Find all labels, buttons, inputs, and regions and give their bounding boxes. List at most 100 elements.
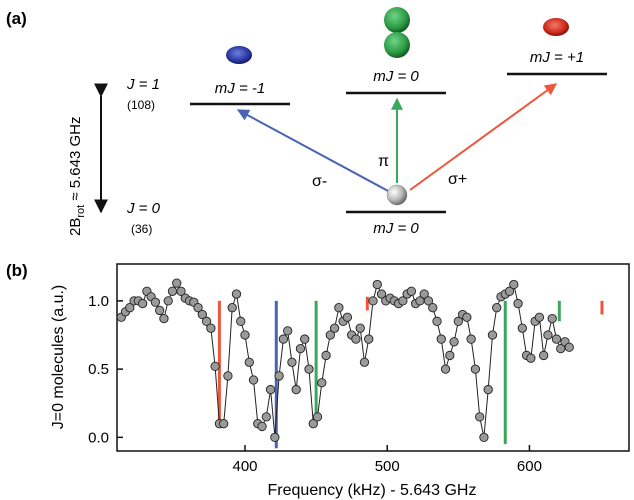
data-point (193, 303, 203, 313)
data-point (304, 364, 314, 374)
data-point (364, 334, 374, 344)
data-point (261, 412, 271, 422)
data-point (163, 296, 173, 306)
sigma-minus-arrow (236, 109, 391, 193)
j1-sublabel: (108) (127, 98, 155, 112)
data-line (120, 282, 570, 438)
data-point (355, 323, 365, 333)
data-point (197, 309, 207, 320)
data-point (466, 334, 476, 344)
data-point (509, 279, 519, 290)
data-point (428, 303, 438, 313)
data-point (504, 286, 515, 296)
x-tick-label: 600 (517, 458, 542, 475)
splitting-prefix: 2B (67, 218, 84, 236)
data-point (419, 289, 429, 299)
data-point (325, 330, 335, 340)
data-point (321, 350, 331, 361)
data-point (287, 357, 297, 367)
data-point (167, 286, 178, 296)
data-point (453, 316, 463, 326)
panel-a: (a) 2Brot ≈ 5.643 GHz J = 1 (108) J = 0 … (6, 7, 607, 237)
data-point (270, 432, 280, 443)
data-point (432, 316, 442, 326)
data-point (342, 312, 353, 322)
level-mj-plus1-label: mJ = +1 (530, 49, 584, 66)
data-point (470, 364, 481, 374)
data-point (564, 342, 574, 352)
data-point (248, 375, 259, 385)
splitting-label: 2Brot ≈ 5.643 GHz (67, 117, 87, 236)
data-point (445, 350, 455, 361)
data-point (376, 289, 387, 299)
data-point (475, 412, 485, 422)
data-point (492, 303, 502, 313)
data-point (526, 353, 536, 363)
data-point (223, 371, 233, 381)
y-axis-label: J=0 molecules (a.u.) (50, 285, 67, 430)
orbital-plus1-icon (543, 18, 569, 36)
data-point (312, 412, 323, 422)
data-point (351, 334, 361, 344)
data-point (359, 357, 370, 367)
level-mj-0-label: mJ = 0 (373, 68, 419, 85)
data-point (440, 364, 451, 374)
data-point (317, 378, 327, 388)
data-point (240, 330, 250, 340)
sigma-plus-arrow (409, 83, 557, 191)
data-point (210, 361, 220, 372)
data-point (300, 334, 310, 344)
panel-b-label: (b) (6, 261, 28, 280)
plot-frame (116, 263, 630, 452)
data-point (449, 337, 459, 347)
data-point (295, 343, 306, 354)
data-point (517, 323, 527, 333)
data-point (513, 298, 523, 309)
pi-label: π (378, 153, 389, 170)
j1-label: J = 1 (126, 76, 160, 93)
data-point (329, 323, 340, 333)
data-point (236, 316, 246, 326)
orbital-minus1-icon (226, 46, 252, 64)
splitting-sub: rot (75, 205, 87, 218)
orbital-0-icon (384, 7, 410, 58)
data-point (334, 303, 344, 313)
x-axis-label: Frequency (kHz) - 5.643 GHz (268, 482, 477, 499)
data-point (291, 384, 301, 395)
data-point (543, 330, 553, 340)
data-point (551, 334, 562, 344)
panel-a-label: (a) (6, 9, 27, 28)
data-point (155, 305, 165, 316)
x-tick-label: 400 (232, 458, 257, 475)
data-point (283, 326, 293, 336)
data-point (274, 371, 284, 381)
data-point (201, 316, 212, 326)
sigma-plus-label: σ+ (448, 171, 467, 188)
data-point (423, 296, 434, 306)
data-point (206, 323, 216, 333)
data-point (368, 296, 378, 306)
y-tick-label: 1.0 (88, 293, 109, 310)
data-point (172, 278, 182, 288)
panel-b: (b) 400 500 600 0.0 0.5 1.0 Frequency (kHz) -… (6, 261, 630, 499)
data-point (219, 419, 229, 429)
data-point (265, 384, 276, 395)
data-point (159, 313, 169, 324)
data-point (372, 279, 382, 290)
data-point (227, 303, 237, 313)
molecule-icon (386, 184, 408, 206)
x-tick-label: 500 (375, 458, 400, 475)
level-mj-minus1-label: mJ = -1 (215, 80, 265, 97)
data-point (257, 421, 267, 432)
y-tick-label: 0.5 (88, 361, 109, 378)
splitting-suffix: ≈ 5.643 GHz (67, 117, 84, 205)
data-point (406, 286, 417, 296)
axis-ticks: 400 500 600 0.0 0.5 1.0 (88, 293, 542, 475)
sigma-minus-label: σ- (312, 173, 327, 190)
data-point (479, 432, 489, 443)
data-point (150, 297, 161, 307)
data-point (125, 303, 135, 313)
data-point (487, 330, 498, 340)
data-points (116, 278, 574, 443)
